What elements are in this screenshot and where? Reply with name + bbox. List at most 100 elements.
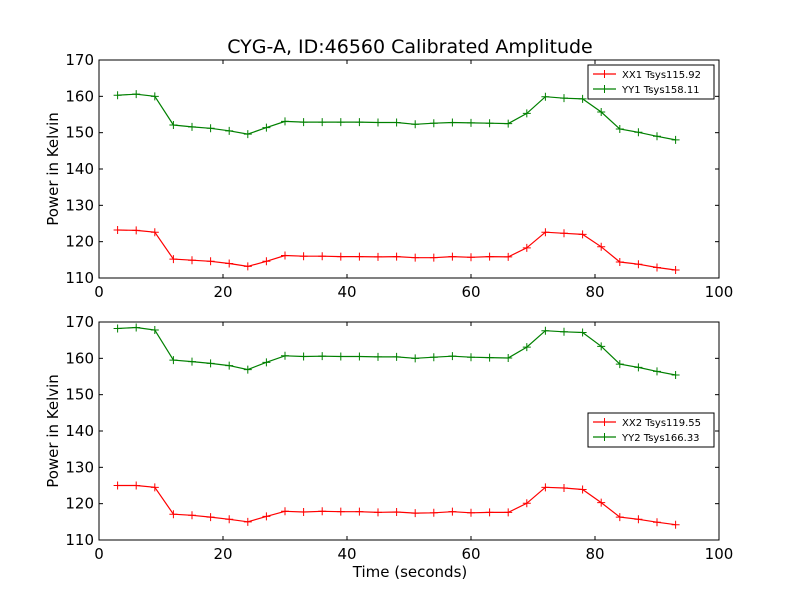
data-point — [262, 257, 271, 266]
data-point — [243, 365, 252, 374]
x-tick-label: 20 — [213, 283, 232, 301]
y-tick-label: 140 — [65, 422, 94, 440]
data-point — [169, 255, 178, 264]
data-point — [485, 353, 494, 362]
legend-marker — [600, 433, 609, 441]
data-point — [467, 353, 475, 362]
data-point — [169, 121, 178, 130]
data-point — [113, 481, 122, 490]
data-point — [262, 123, 271, 132]
data-point — [318, 252, 327, 261]
data-point — [225, 361, 234, 370]
data-point — [169, 510, 178, 519]
data-point — [429, 253, 438, 262]
data-point — [113, 91, 122, 100]
data-point — [132, 90, 141, 99]
y-tick-label: 120 — [65, 233, 94, 251]
data-point — [206, 257, 215, 266]
data-point — [615, 360, 624, 369]
data-point — [634, 128, 643, 137]
data-point — [448, 118, 457, 127]
data-point — [578, 94, 587, 103]
legend-box — [587, 64, 715, 100]
x-tick-label: 60 — [461, 283, 480, 301]
data-point — [243, 262, 252, 271]
data-point — [336, 118, 345, 127]
data-point — [132, 323, 141, 332]
legend-label: YY1 Tsys158.11 — [621, 85, 700, 96]
data-point — [392, 118, 401, 127]
data-point — [541, 228, 550, 237]
y-tick-label: 140 — [65, 160, 94, 178]
data-point — [560, 94, 568, 103]
legend-box — [587, 412, 715, 448]
y-axis-label-bottom: Power in Kelvin — [44, 374, 62, 488]
x-tick-label: 20 — [213, 545, 232, 563]
series-line-1 — [117, 484, 676, 526]
data-point — [262, 512, 271, 521]
data-point — [281, 351, 289, 360]
data-point — [262, 358, 271, 367]
data-point — [150, 92, 159, 101]
data-point — [150, 483, 159, 492]
x-tick-label: 60 — [461, 545, 480, 563]
data-point — [541, 92, 550, 101]
data-point — [318, 352, 327, 361]
data-point — [671, 520, 680, 529]
data-point — [467, 118, 475, 127]
data-point — [578, 328, 587, 337]
data-point — [634, 515, 643, 524]
data-point — [169, 356, 178, 365]
data-point — [411, 253, 420, 262]
data-point — [485, 252, 494, 261]
data-point — [299, 118, 308, 127]
data-point — [150, 228, 159, 237]
data-point — [392, 352, 401, 361]
data-point — [374, 352, 382, 361]
data-point — [243, 130, 252, 139]
bottom-panel: Power in Kelvin Time (seconds) 0 20 40 60 80… — [44, 313, 733, 581]
data-point — [597, 342, 606, 351]
data-point — [634, 363, 643, 372]
series-line-2 — [117, 326, 676, 376]
data-point — [206, 124, 215, 133]
data-point — [560, 484, 568, 493]
data-point — [671, 266, 680, 275]
data-point — [522, 109, 531, 118]
data-point — [522, 343, 531, 352]
series-line-1 — [117, 229, 676, 271]
data-point — [188, 511, 196, 520]
data-point — [560, 229, 568, 238]
y-tick-label: 160 — [65, 349, 94, 367]
data-point — [281, 117, 289, 126]
data-point — [374, 252, 382, 261]
x-tick-label: 100 — [705, 283, 734, 301]
data-point — [597, 107, 606, 116]
data-point — [299, 508, 308, 517]
data-point — [541, 326, 550, 335]
data-point — [132, 481, 141, 490]
y-tick-label: 130 — [65, 196, 94, 214]
y-tick-label: 110 — [65, 269, 94, 287]
x-tick-label: 40 — [337, 545, 356, 563]
data-point — [504, 353, 513, 362]
data-point — [132, 226, 141, 235]
data-point — [318, 507, 327, 516]
data-point — [299, 252, 308, 261]
legend-marker — [600, 70, 609, 78]
data-point — [411, 354, 420, 363]
x-tick-label: 0 — [94, 283, 104, 301]
data-point — [653, 518, 661, 527]
data-point — [504, 508, 513, 517]
data-point — [504, 252, 513, 261]
y-tick-label: 150 — [65, 386, 94, 404]
legend-marker — [600, 85, 609, 93]
data-point — [671, 371, 680, 380]
data-point — [597, 498, 606, 507]
x-tick-label: 40 — [337, 283, 356, 301]
data-point — [671, 135, 680, 144]
y-tick-label: 120 — [65, 495, 94, 513]
data-point — [485, 119, 494, 128]
data-point — [411, 509, 420, 518]
